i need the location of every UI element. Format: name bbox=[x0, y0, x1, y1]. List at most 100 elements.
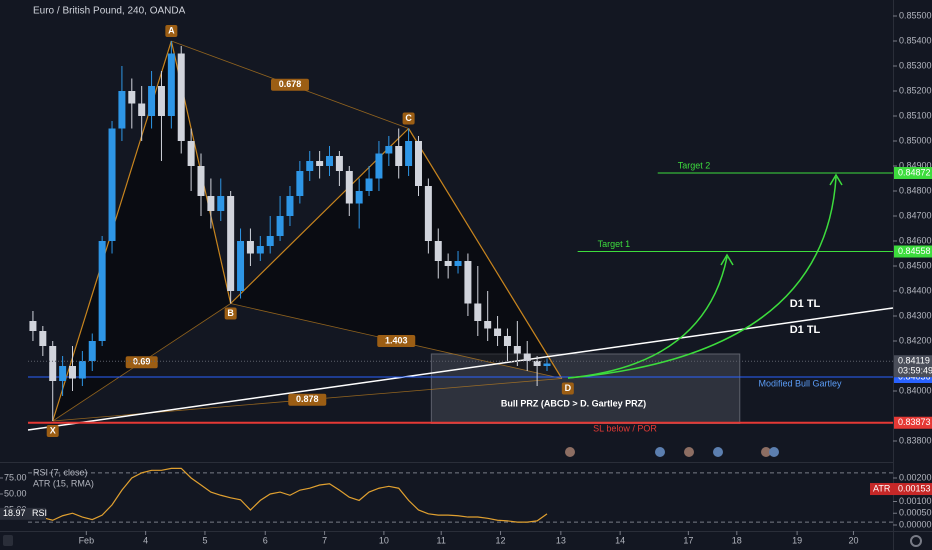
pattern-point bbox=[561, 382, 574, 395]
settings-icon[interactable] bbox=[910, 535, 922, 547]
y-tick-label: 0.84200 bbox=[899, 335, 932, 345]
candle-body bbox=[434, 241, 442, 261]
price-tag-label: 0.84558 bbox=[898, 246, 931, 256]
x-tick-label: 4 bbox=[143, 535, 148, 545]
price-tag-label: 0.83873 bbox=[898, 417, 931, 427]
ratio-box-label: 0.69 bbox=[133, 357, 151, 367]
candle-body bbox=[503, 336, 511, 346]
x-tick-label: 7 bbox=[322, 535, 327, 545]
chart-title: Euro / British Pound, 240, OANDA bbox=[33, 6, 186, 17]
y-tick-label: 0.85500 bbox=[899, 10, 932, 20]
candle-body bbox=[78, 361, 86, 379]
trendline-label: D1 TL bbox=[790, 298, 821, 310]
plot: 0.85500 0.85400 0.85300 0.85200 0.85100 0.850… bbox=[0, 10, 932, 545]
y-tick-label: 0.84500 bbox=[899, 260, 932, 270]
ratio-box bbox=[377, 335, 416, 347]
candle-body bbox=[237, 241, 245, 291]
candle-body bbox=[405, 141, 413, 166]
x-tick-label: 10 bbox=[379, 535, 389, 545]
y-tick-label: 0.85300 bbox=[899, 60, 932, 70]
candle-body bbox=[217, 196, 225, 211]
atr-tag bbox=[870, 483, 932, 496]
candle-body bbox=[474, 303, 482, 321]
prz-label: Bull PRZ (ABCD > D. Gartley PRZ) bbox=[501, 398, 646, 408]
pattern-point-label: C bbox=[405, 113, 412, 123]
countdown-label: 03:59:49 bbox=[898, 366, 932, 376]
candle-body bbox=[148, 86, 156, 116]
candle-body bbox=[138, 103, 146, 116]
candle-body bbox=[98, 241, 106, 341]
candle-body bbox=[177, 53, 185, 141]
pattern-point bbox=[165, 25, 178, 37]
x-tick-label: 18 bbox=[732, 535, 742, 545]
arrow-head bbox=[829, 173, 843, 186]
ratio-box bbox=[125, 356, 158, 369]
event-icon bbox=[655, 447, 665, 457]
x-tick-label: 6 bbox=[263, 535, 268, 545]
candle-body bbox=[108, 128, 116, 241]
candle-body bbox=[296, 171, 304, 196]
level-label: Target 1 bbox=[598, 239, 631, 249]
indicator-legend: RSI (7, close) bbox=[33, 467, 88, 477]
pattern-point-label: A bbox=[168, 25, 175, 35]
candle-body bbox=[256, 246, 264, 254]
candle-body bbox=[385, 146, 393, 154]
level-label: Target 2 bbox=[678, 160, 711, 170]
candle-body bbox=[29, 321, 37, 331]
ratio-box-label: 0.878 bbox=[296, 394, 319, 404]
candle-body bbox=[533, 361, 541, 366]
candle-body bbox=[128, 91, 136, 104]
candle-body bbox=[424, 186, 432, 241]
price-tag-label: 0.84872 bbox=[898, 167, 931, 177]
candle-body bbox=[157, 86, 165, 116]
zoom-icon[interactable] bbox=[3, 535, 13, 546]
y-tick-label: 0.84900 bbox=[899, 160, 932, 170]
atr-tick-label: 0.00200 bbox=[899, 472, 932, 482]
y-tick-label: 0.85100 bbox=[899, 110, 932, 120]
candle-body bbox=[543, 363, 551, 366]
y-tick-label: 0.84800 bbox=[899, 185, 932, 195]
ratio-box bbox=[288, 393, 327, 406]
y-tick-label: 0.84000 bbox=[899, 385, 932, 395]
level-label: Modified Bull Gartley bbox=[758, 378, 842, 388]
y-tick-label: 0.84300 bbox=[899, 310, 932, 320]
rsi-tick-label: 50.00 bbox=[4, 488, 27, 498]
candle-body bbox=[266, 236, 274, 246]
candle-body bbox=[414, 141, 422, 186]
prz-zone bbox=[430, 353, 741, 424]
pattern-point bbox=[46, 425, 59, 437]
y-tick-label: 0.84600 bbox=[899, 235, 932, 245]
arrow-curve bbox=[567, 256, 728, 379]
candle-body bbox=[68, 366, 76, 379]
ratio-box-label: 0.678 bbox=[279, 79, 302, 89]
level-label: SL below / POR bbox=[593, 423, 657, 433]
pattern-leg bbox=[408, 128, 563, 379]
candle-body bbox=[39, 331, 47, 346]
x-tick-label: Feb bbox=[79, 535, 95, 545]
pattern-point-label: D bbox=[565, 383, 572, 393]
arrow-curve bbox=[567, 176, 837, 379]
event-icon bbox=[684, 447, 694, 457]
event-icon bbox=[565, 447, 575, 457]
atr-tick-label: 0.00100 bbox=[899, 496, 932, 506]
y-tick-label: 0.85400 bbox=[899, 35, 932, 45]
event-icon bbox=[761, 447, 771, 457]
x-tick-label: 14 bbox=[615, 535, 625, 545]
x-tick-label: 20 bbox=[848, 535, 858, 545]
last-price-label: 0.84119 bbox=[898, 356, 930, 366]
x-tick-label: 13 bbox=[556, 535, 566, 545]
atr-tag-name: ATR bbox=[873, 483, 891, 493]
candle-body bbox=[513, 346, 521, 354]
candle-body bbox=[227, 196, 235, 291]
candle-body bbox=[59, 366, 67, 381]
pattern-point bbox=[224, 307, 237, 320]
candle-body bbox=[187, 141, 195, 166]
candle-body bbox=[494, 328, 502, 336]
pattern-point-label: B bbox=[227, 308, 234, 318]
rsi-tag-name: RSI bbox=[32, 508, 47, 518]
candle-body bbox=[523, 353, 531, 361]
indicator-legend: ATR (15, RMA) bbox=[33, 478, 94, 488]
x-tick-label: 12 bbox=[496, 535, 506, 545]
candle-body bbox=[335, 156, 343, 171]
y-tick-label: 0.85000 bbox=[899, 135, 932, 145]
